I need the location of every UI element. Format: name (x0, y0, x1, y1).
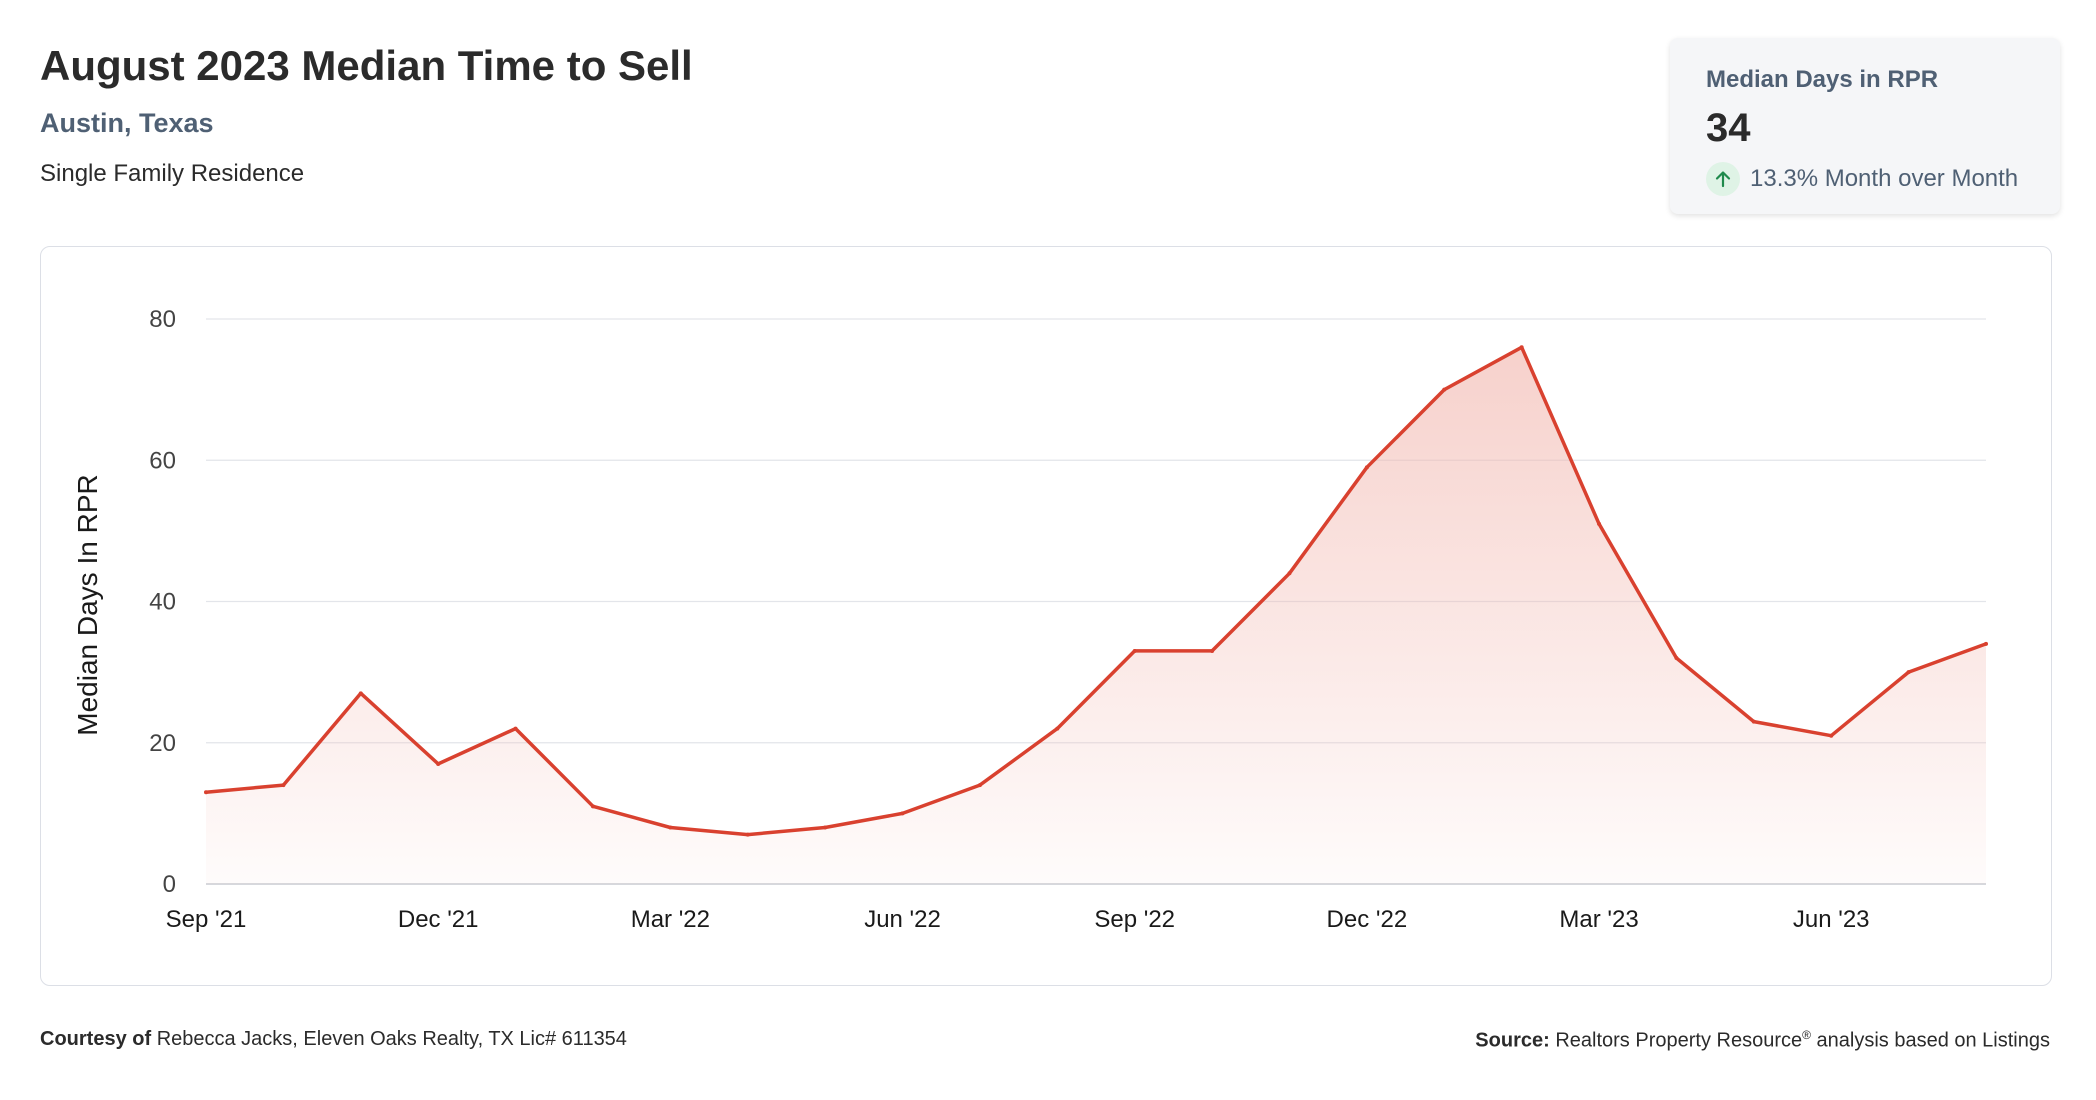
series-line (204, 345, 1988, 837)
y-tick-label: 0 (163, 871, 176, 898)
data-point (1597, 521, 1602, 526)
y-tick-label: 80 (149, 306, 176, 333)
kpi-change-text: 13.3% Month over Month (1750, 165, 2019, 192)
data-point (1210, 648, 1215, 653)
data-point (436, 761, 441, 766)
x-tick-label: Jun '23 (1793, 906, 1870, 933)
source-text-2: analysis based on Listings (1816, 1029, 2050, 1052)
data-point (513, 726, 518, 731)
data-point (745, 832, 750, 837)
data-point (1751, 719, 1756, 724)
x-tick-label: Dec '21 (398, 906, 479, 933)
source-footer: Source: Realtors Property Resource® anal… (1475, 1028, 2050, 1053)
source-text-1: Realtors Property Resource (1555, 1029, 1803, 1052)
arrow-up-icon (1706, 162, 1740, 196)
data-point (1906, 670, 1911, 675)
property-type-label: Single Family Residence (40, 160, 305, 187)
line-chart: 0 20 40 60 80 Sep '21 Dec '21 Mar '22 Jun '22 Se… (72, 306, 1988, 933)
source-label: Source: (1475, 1029, 1550, 1052)
courtesy-footer: Courtesy of Rebecca Jacks, Eleven Oaks R… (40, 1028, 627, 1051)
courtesy-text: Rebecca Jacks, Eleven Oaks Realty, TX Li… (156, 1028, 627, 1050)
data-point (1287, 571, 1292, 576)
y-tick-label: 40 (149, 589, 176, 616)
y-tick-label: 60 (149, 447, 176, 474)
kpi-label: Median Days in RPR (1706, 66, 1939, 93)
courtesy-label: Courtesy of (40, 1028, 152, 1050)
data-point (281, 783, 286, 788)
data-point (1984, 641, 1988, 646)
kpi-value: 34 (1706, 106, 1751, 150)
data-point (1442, 387, 1447, 392)
x-tick-label: Mar '23 (1559, 906, 1638, 933)
registered-mark: ® (1802, 1028, 1811, 1042)
data-point (1674, 656, 1679, 660)
data-point (590, 804, 595, 809)
data-point (900, 811, 905, 816)
data-point (823, 825, 828, 830)
y-tick-label: 20 (149, 730, 176, 757)
kpi-change: 13.3% Month over Month (1706, 162, 2018, 196)
x-tick-label: Mar '22 (631, 906, 710, 933)
data-point (204, 790, 208, 795)
location-label: Austin, Texas (40, 108, 214, 138)
data-point (358, 691, 363, 696)
data-point (1364, 465, 1369, 470)
page-title: August 2023 Median Time to Sell (40, 42, 693, 89)
data-point (977, 783, 982, 788)
data-point (1829, 733, 1834, 738)
kpi-card: Median Days in RPR 34 13.3% Month over M… (1670, 38, 2060, 214)
x-tick-label: Sep '21 (166, 906, 247, 933)
series-area (206, 347, 1986, 884)
chart-container: 0 20 40 60 80 Sep '21 Dec '21 Mar '22 Jun '22 Se… (40, 246, 2052, 986)
data-point (1055, 726, 1060, 731)
data-point (668, 825, 673, 830)
y-axis-label: Median Days In RPR (72, 474, 103, 735)
data-point (1519, 345, 1524, 350)
data-point (1132, 648, 1137, 653)
x-tick-label: Dec '22 (1327, 906, 1408, 933)
x-tick-label: Sep '22 (1094, 906, 1175, 933)
x-tick-label: Jun '22 (864, 906, 941, 933)
